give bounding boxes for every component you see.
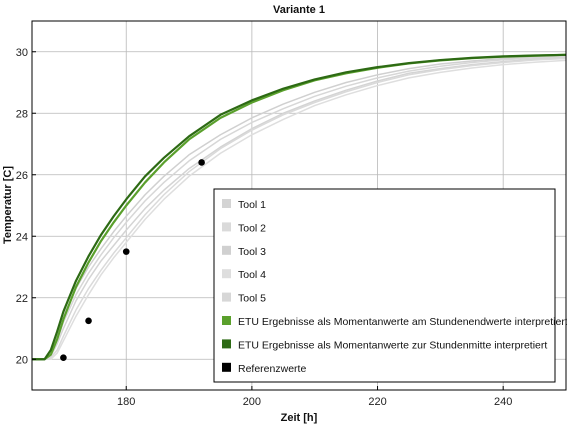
legend-swatch [222, 292, 231, 302]
legend-swatch [222, 269, 231, 279]
reference-point [60, 354, 67, 362]
series-line-1 [32, 56, 567, 360]
series-layer [32, 53, 567, 362]
x-axis-title: Zeit [h] [281, 412, 318, 424]
legend-label: Tool 2 [238, 222, 266, 234]
plot-frame [31, 20, 567, 391]
reference-point [198, 159, 205, 166]
legend: Tool 1 Tool 2 Tool 3 Tool 4 Tool 5 ETU Ergebn… [213, 188, 567, 383]
y-tick-label: 24 [16, 231, 28, 243]
legend-swatch [222, 222, 231, 232]
chart-title: Variante 1 [273, 4, 325, 16]
ticks: 180 200 220 240 20 22 24 26 28 30 [16, 47, 513, 408]
reference-point [122, 248, 130, 255]
series-line-7 [32, 53, 567, 361]
y-axis-title: Temperatur [C] [2, 166, 14, 244]
legend-label: Tool 1 [238, 199, 266, 211]
y-tick-label: 22 [16, 293, 28, 305]
legend-swatch [222, 245, 231, 255]
legend-label: Tool 3 [238, 246, 266, 258]
y-tick-label: 20 [16, 354, 28, 366]
y-tick-label: 28 [16, 108, 28, 120]
legend-label: ETU Ergebnisse als Momentanwerte am Stun… [238, 316, 567, 328]
legend-label: Referenzwerte [238, 363, 306, 375]
legend-swatch [222, 362, 231, 372]
x-tick-label: 200 [243, 396, 261, 408]
legend-swatch [222, 199, 231, 208]
reference-point [85, 317, 92, 325]
legend-label: Tool 5 [238, 293, 266, 305]
legend-label: Tool 4 [238, 269, 266, 281]
y-tick-label: 30 [16, 47, 28, 59]
x-tick-label: 220 [368, 396, 386, 408]
legend-box [213, 188, 556, 383]
legend-swatch [222, 339, 231, 349]
series-line-4 [32, 59, 567, 360]
series-line-2 [32, 57, 567, 360]
legend-label: ETU Ergebnisse als Momentanwerte zur Stu… [238, 339, 547, 351]
x-tick-label: 240 [494, 396, 512, 408]
y-tick-label: 26 [16, 170, 28, 182]
legend-swatch [222, 316, 231, 325]
series-line-3 [32, 55, 567, 360]
x-tick-label: 180 [117, 396, 135, 408]
